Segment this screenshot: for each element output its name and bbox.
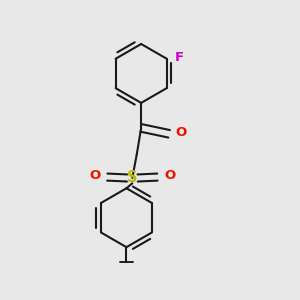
- Text: F: F: [175, 51, 184, 64]
- Text: S: S: [127, 170, 138, 185]
- Text: O: O: [164, 169, 176, 182]
- Text: O: O: [176, 126, 187, 139]
- Text: O: O: [89, 169, 100, 182]
